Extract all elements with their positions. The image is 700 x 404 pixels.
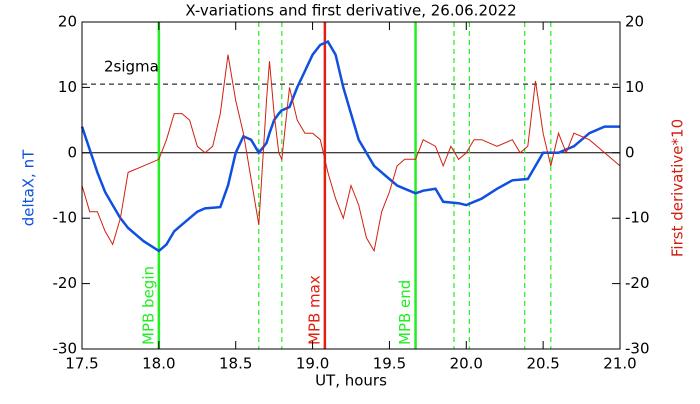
reference-label: 2sigma	[104, 58, 159, 76]
x-tick-label: 18.0	[142, 355, 175, 373]
x-tick-label: 21.0	[603, 355, 636, 373]
y2-tick-label: -20	[625, 274, 650, 292]
y2-tick-label: 0	[625, 143, 635, 161]
y-tick-label: -10	[53, 209, 78, 227]
y-tick-label: 20	[58, 13, 77, 31]
x-tick-label: 18.5	[219, 355, 252, 373]
x-tick-label: 19.5	[373, 355, 406, 373]
chart-title: X-variations and first derivative, 26.06…	[185, 2, 516, 20]
series-line	[81, 54, 621, 253]
x-tick-label: 20.5	[526, 355, 559, 373]
y-tick-label: 0	[67, 143, 77, 161]
y-tick-label: -20	[53, 274, 78, 292]
x-tick-label: 19.0	[296, 355, 329, 373]
x-axis-label: UT, hours	[315, 372, 387, 390]
y-tick-label: 10	[58, 78, 77, 96]
plot-frame	[81, 21, 621, 350]
event-label: MPB begin	[139, 266, 157, 345]
y2-tick-label: -30	[625, 340, 650, 358]
series-line	[80, 40, 620, 253]
event-label: MPB max	[305, 275, 323, 345]
y2-tick-label: -10	[625, 209, 650, 227]
x-tick-label: 17.5	[65, 355, 98, 373]
y-axis-label: deltaX, nT	[20, 149, 38, 226]
y2-tick-label: 20	[625, 13, 644, 31]
y2-axis-label: First derivative*10	[669, 119, 687, 257]
y2-tick-label: 10	[625, 78, 644, 96]
x-tick-label: 20.0	[450, 355, 483, 373]
y-tick-label: -30	[53, 340, 78, 358]
event-label: MPB end	[396, 280, 414, 345]
